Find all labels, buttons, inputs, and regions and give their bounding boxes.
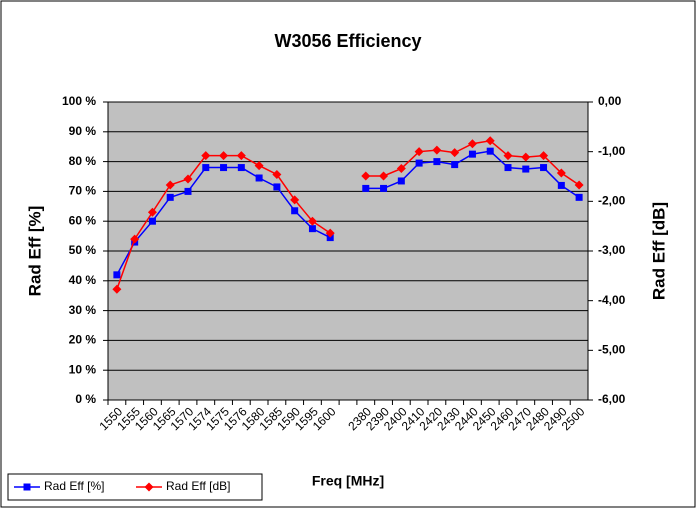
data-point xyxy=(504,164,512,172)
data-point xyxy=(467,139,477,149)
data-point xyxy=(202,164,210,172)
data-point xyxy=(166,193,174,201)
data-point xyxy=(147,207,157,217)
data-point xyxy=(307,216,317,226)
data-point xyxy=(148,217,156,225)
data-point xyxy=(485,136,495,146)
data-point xyxy=(254,161,264,171)
data-point xyxy=(220,164,228,172)
data-point xyxy=(112,284,122,294)
data-point xyxy=(165,180,175,190)
data-point xyxy=(308,225,316,233)
y-tick-label: 70 % xyxy=(69,184,97,198)
data-point xyxy=(255,174,263,182)
data-point xyxy=(201,151,211,161)
y-tick-label: 100 % xyxy=(62,94,96,108)
data-point xyxy=(450,148,460,158)
y-tick-label: 0 % xyxy=(75,392,96,406)
data-point xyxy=(539,151,549,161)
data-point xyxy=(522,165,530,173)
legend-marker xyxy=(144,482,154,492)
data-point xyxy=(575,193,583,201)
data-point xyxy=(396,164,406,174)
data-point xyxy=(574,180,584,190)
data-point xyxy=(183,174,193,184)
data-point xyxy=(219,151,229,161)
y2-tick-label: -5,00 xyxy=(598,343,626,357)
data-point xyxy=(397,177,405,185)
data-point xyxy=(237,164,245,172)
legend-marker xyxy=(23,483,31,491)
data-point xyxy=(236,151,246,161)
data-point xyxy=(468,150,476,158)
data-point xyxy=(432,145,442,155)
data-point xyxy=(362,184,370,192)
y-tick-label: 10 % xyxy=(69,362,97,376)
data-point xyxy=(273,183,281,191)
chart-title: W3056 Efficiency xyxy=(274,31,421,51)
y2-tick-label: 0,00 xyxy=(598,94,622,108)
data-point xyxy=(379,171,389,181)
data-point xyxy=(433,158,441,166)
data-point xyxy=(540,164,548,172)
legend-box xyxy=(7,473,263,501)
data-point xyxy=(556,168,566,178)
y2-axis-title: Rad Eff [dB] xyxy=(649,202,668,300)
data-point xyxy=(113,271,121,279)
data-point xyxy=(414,147,424,157)
y-tick-label: 90 % xyxy=(69,124,97,138)
data-point xyxy=(380,184,388,192)
data-point xyxy=(503,151,513,161)
data-point xyxy=(557,181,565,189)
y-tick-label: 20 % xyxy=(69,333,97,347)
data-point xyxy=(521,152,531,162)
data-point xyxy=(361,171,371,181)
y2-tick-label: -2,00 xyxy=(598,194,626,208)
data-point xyxy=(415,159,423,167)
x-axis-title: Freq [MHz] xyxy=(312,473,384,489)
y-tick-label: 30 % xyxy=(69,303,97,317)
y-tick-label: 40 % xyxy=(69,273,97,287)
data-point xyxy=(451,161,459,169)
data-point xyxy=(486,147,494,155)
y2-tick-label: -6,00 xyxy=(598,392,626,406)
data-point xyxy=(325,228,335,238)
data-point xyxy=(130,234,140,244)
y-axis-title: Rad Eff [%] xyxy=(25,206,44,297)
legend-label: Rad Eff [%] xyxy=(44,479,104,493)
legend-label: Rad Eff [dB] xyxy=(166,479,230,493)
y-tick-label: 60 % xyxy=(69,213,97,227)
data-point xyxy=(290,195,300,205)
y-tick-label: 80 % xyxy=(69,154,97,168)
data-point xyxy=(272,170,282,180)
y2-tick-label: -3,00 xyxy=(598,243,626,257)
y2-tick-label: -1,00 xyxy=(598,144,626,158)
y-tick-label: 50 % xyxy=(69,243,97,257)
data-point xyxy=(184,187,192,195)
data-point xyxy=(291,207,299,215)
y2-tick-label: -4,00 xyxy=(598,293,626,307)
